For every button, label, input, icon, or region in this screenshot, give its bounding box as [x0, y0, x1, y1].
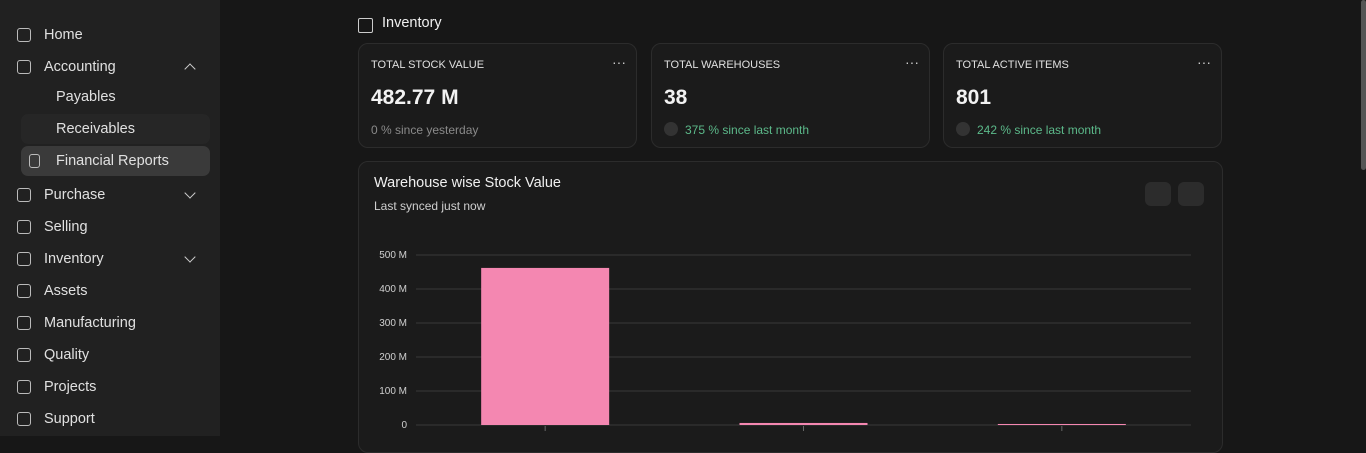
menu[interactable]: ···	[612, 54, 626, 70]
icon	[17, 220, 31, 234]
nav-item[interactable]: Accounting	[44, 59, 116, 75]
icon	[17, 28, 31, 42]
chart-title: Warehouse wise Stock Value	[374, 175, 561, 191]
card-note: 242 % since last month	[977, 123, 1102, 137]
filter-button[interactable]	[1145, 182, 1171, 206]
nav-item[interactable]: Purchase	[44, 187, 106, 203]
y-tick-label: 400 M	[379, 284, 407, 295]
nav-item[interactable]: Receivables	[56, 121, 135, 137]
chart-card: Warehouse wise Stock Value Last synced j…	[358, 161, 1223, 453]
icon	[17, 412, 31, 426]
stat-card: TOTAL WAREHOUSES ··· 38 375 % since last…	[651, 43, 930, 148]
chevron[interactable]	[184, 63, 196, 75]
scrollbar	[1361, 0, 1366, 170]
icon	[17, 188, 31, 202]
menu[interactable]: ···	[905, 54, 919, 70]
icon	[17, 60, 31, 74]
y-tick-label: 0	[401, 420, 407, 431]
bar	[997, 423, 1126, 425]
sidebar: Home Accounting Payables Receivables Fin…	[0, 0, 220, 436]
card-note: 0 % since yesterday	[371, 123, 479, 137]
bar	[739, 422, 868, 425]
y-tick-label: 300 M	[379, 318, 407, 329]
trend-icon	[664, 122, 678, 136]
card-label: TOTAL WAREHOUSES	[664, 59, 781, 71]
icon	[17, 380, 31, 394]
icon	[17, 284, 31, 298]
card-note: 375 % since last month	[685, 123, 810, 137]
card-value: 482.77 M	[371, 86, 459, 109]
chevron[interactable]	[184, 251, 196, 263]
chevron[interactable]	[184, 187, 196, 199]
header-icon	[358, 18, 373, 33]
icon	[17, 348, 31, 362]
page-title: Inventory	[382, 15, 442, 31]
y-tick-label: 500 M	[379, 250, 407, 261]
chart: 0 100 M 200 M 300 M 400 M 500 M	[379, 250, 1191, 431]
chart-subtitle: Last synced just now	[374, 199, 486, 213]
nav-item[interactable]: Manufacturing	[44, 315, 136, 331]
stat-card: TOTAL ACTIVE ITEMS ··· 801 242 % since l…	[943, 43, 1222, 148]
nav-item[interactable]: Projects	[44, 379, 97, 395]
menu[interactable]: ···	[1197, 54, 1211, 70]
active-bg	[21, 146, 210, 176]
nav-item[interactable]: Financial Reports	[56, 153, 169, 169]
icon	[17, 316, 31, 330]
icon	[29, 154, 40, 168]
nav-item[interactable]: Selling	[44, 219, 88, 235]
bar	[481, 267, 610, 425]
trend-icon	[956, 122, 970, 136]
stat-card: TOTAL STOCK VALUE ··· 482.77 M 0 % since…	[358, 43, 637, 148]
menu-button[interactable]	[1178, 182, 1204, 206]
card-label: TOTAL ACTIVE ITEMS	[956, 59, 1069, 71]
card-value: 801	[956, 86, 992, 109]
card-label: TOTAL STOCK VALUE	[371, 59, 485, 71]
nav-item[interactable]: Inventory	[44, 251, 104, 267]
nav-item[interactable]: Payables	[56, 89, 116, 105]
nav-item[interactable]: Support	[44, 411, 95, 427]
card-value: 38	[664, 86, 688, 109]
nav-item[interactable]: Quality	[44, 347, 90, 363]
nav-item[interactable]: Assets	[44, 283, 88, 299]
y-tick-label: 200 M	[379, 352, 407, 363]
y-tick-label: 100 M	[379, 386, 407, 397]
nav-item[interactable]: Home	[44, 27, 83, 43]
hover-bg	[21, 114, 210, 144]
icon	[17, 252, 31, 266]
